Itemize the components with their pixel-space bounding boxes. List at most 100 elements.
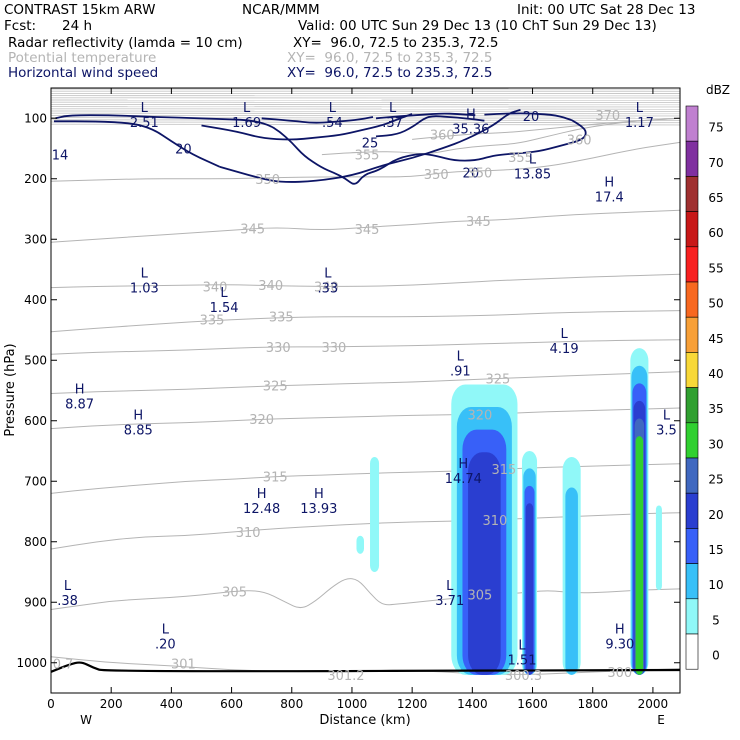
field-name-reflectivity: Radar reflectivity (lamda = 10 cm) [8,35,243,51]
extremum-value: .37 [382,116,403,131]
x-tick-label: 1200 [397,697,428,711]
extremum-value: 17.4 [595,191,624,206]
theta-contour-335 [51,310,680,333]
wind-value-label: 14 [52,149,69,164]
y-tick-label: 300 [24,232,47,246]
valid-time: Valid: 00 UTC Sun 29 Dec 13 (10 ChT Sun … [298,18,657,34]
forecast-label: Fcst: [4,18,37,34]
extremum-high-marker: H [458,457,468,472]
extremum-low-marker: L [529,153,537,168]
wind-contour-label: 20 [175,143,192,158]
extremum-low-marker: L [64,579,72,594]
extremum-low-marker: L [663,409,671,424]
wind-contour-20 [484,112,572,121]
colorbar-tick-label: 65 [708,191,723,205]
theta-contour-355 [321,117,680,156]
colorbar-swatch-70 [685,140,699,177]
colorbar-swatch-30 [685,422,699,459]
reflectivity-cell-20dbz [525,503,534,675]
extremum-value: 1.03 [130,281,159,296]
reflectivity-cell-30dbz [635,436,644,675]
colorbar-tick-label: 60 [708,226,723,240]
colorbar-swatch-65 [685,176,699,212]
colorbar-swatch-15 [685,528,699,564]
east-endpoint-label: E [657,713,665,727]
colorbar-unit: dBZ [706,83,730,97]
theta-contour-360 [412,117,680,140]
wind-contour-20 [54,120,220,168]
theta-value-label: 301 [171,657,196,672]
wind-contour-25 [375,115,485,138]
theta-contour-dense [51,119,680,121]
field-xy-reflectivity: XY= 96.0, 72.5 to 235.3, 72.5 [293,35,499,51]
extremum-value: 4.19 [550,342,579,357]
field-name-theta: Potential temperature [8,50,157,66]
y-tick-label: 800 [24,535,47,549]
extremum-value: 2.51 [130,116,159,131]
colorbar-tick-label: 35 [708,402,723,416]
y-tick-label: 500 [24,353,47,367]
extremum-value: 9.30 [605,638,634,653]
colorbar-tick-label: 0 [712,649,720,663]
extremum-value: 3.71 [435,594,464,609]
extremum-low-marker: L [243,101,251,116]
x-tick-label: 200 [100,697,123,711]
theta-value-label: 360 [567,133,592,148]
extremum-high-marker: H [314,487,324,502]
extremum-value: 12.48 [243,502,280,517]
x-tick-label: 800 [280,697,303,711]
extremum-low-marker: L [162,623,170,638]
colorbar-swatch-0 [685,633,699,670]
forecast-hours: 24 h [62,18,93,34]
colorbar-tick-label: 5 [712,613,720,627]
colorbar-tick-label: 30 [708,437,723,451]
colorbar-swatch-75 [685,105,699,142]
x-tick-label: 600 [220,697,243,711]
extremum-low-marker: L [457,349,465,364]
theta-value-label: 305 [467,588,492,603]
extremum-high-marker: H [75,383,85,398]
colorbar-swatch-40 [685,352,699,388]
theta-value-label: 325 [486,372,511,387]
extremum-value: 13.85 [514,168,551,183]
theta-value-label: 345 [240,222,265,237]
x-axis-title: Distance (km) [319,713,410,728]
extremum-value: 1.51 [508,653,537,668]
theta-value-label: 355 [508,151,533,166]
colorbar-swatch-45 [685,316,699,353]
extremum-value: 8.87 [65,398,94,413]
colorbar-swatch-55 [685,246,699,283]
theta-value-label: 340 [258,279,283,294]
theta-value-label: 305 [222,585,247,600]
theta-value-label: 310 [236,526,261,541]
field-xy-wind: XY= 96.0, 72.5 to 235.3, 72.5 [287,65,493,81]
y-tick-label: 900 [24,595,47,609]
colorbar-tick-label: 20 [708,508,723,522]
theta-value-label: 320 [249,413,274,428]
extremum-value: .38 [57,594,78,609]
theta-contour-345 [51,209,680,243]
theta-contour-315 [51,463,680,494]
theta-value-label: 320 [467,409,492,424]
extremum-low-marker: L [220,286,228,301]
extremum-low-marker: L [636,101,644,116]
colorbar-swatch-10 [685,563,699,600]
theta-value-label: 345 [466,215,491,230]
extremum-value: 14.74 [445,472,482,487]
wind-contour-label: 20 [523,110,540,125]
extremum-high-marker: H [257,487,267,502]
theta-value-label: 325 [263,380,288,395]
colorbar-tick-label: 45 [708,332,723,346]
y-tick-label: 100 [24,111,47,125]
extremum-low-marker: L [561,327,569,342]
theta-value-label: 301.2 [327,669,364,684]
extremum-high-marker: H [466,107,476,122]
y-tick-label: 400 [24,293,47,307]
theta-value-label: 315 [492,463,517,478]
theta-value-label: 300.3 [505,669,542,684]
extremum-value: .91 [450,364,471,379]
extremum-low-marker: L [446,579,454,594]
